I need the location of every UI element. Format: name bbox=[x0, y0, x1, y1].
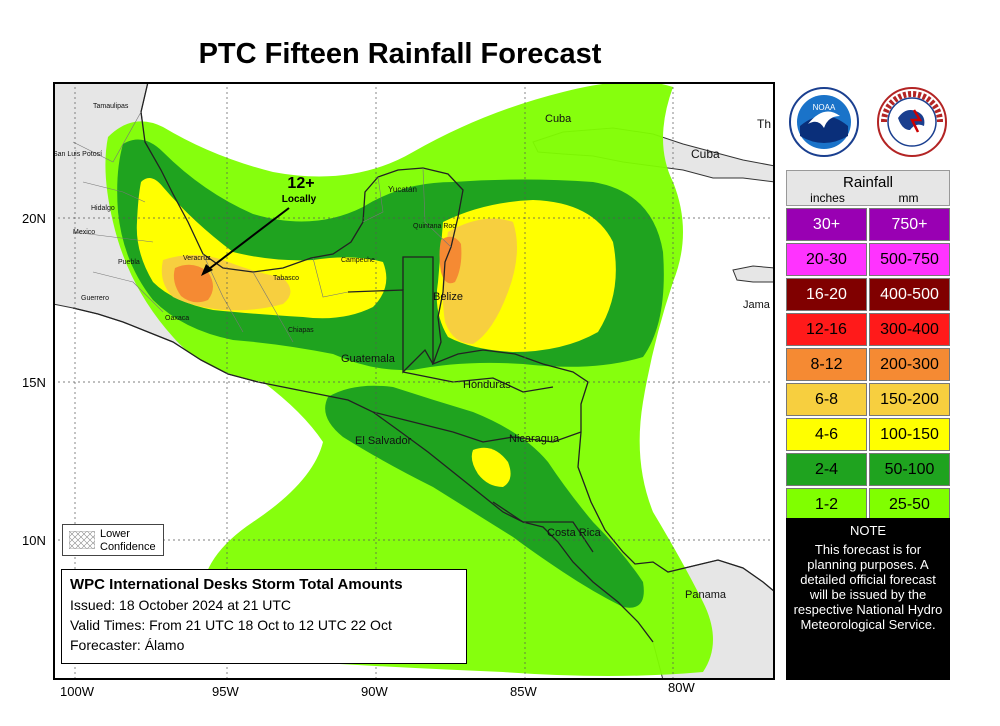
legend-header: Rainfall inches mm bbox=[786, 170, 950, 206]
legend-mm-cell: 750+ bbox=[869, 208, 950, 241]
label-puebla: Puebla bbox=[118, 259, 140, 266]
annotation-arrowhead bbox=[201, 264, 213, 276]
label-chiapas: Chiapas bbox=[288, 327, 314, 334]
legend-inches-cell: 2-4 bbox=[786, 453, 867, 486]
annotation-value: 12+ bbox=[287, 175, 314, 192]
info-valid: Valid Times: From 21 UTC 18 Oct to 12 UT… bbox=[70, 617, 392, 633]
legend-row: 8-12 200-300 bbox=[786, 348, 950, 381]
lon-label-80w: 80W bbox=[668, 680, 695, 695]
label-mexico: Mexico bbox=[73, 229, 95, 236]
label-el-salvador: El Salvador bbox=[355, 435, 412, 447]
legend-row: 30+ 750+ bbox=[786, 208, 950, 241]
label-cuba-2: Cuba bbox=[691, 147, 720, 161]
annotation-arrow bbox=[204, 207, 290, 273]
label-tamaulipas: Tamaulipas bbox=[93, 103, 129, 110]
label-panama: Panama bbox=[685, 589, 727, 601]
legend-mm-cell: 200-300 bbox=[869, 348, 950, 381]
lat-label-20n: 20N bbox=[22, 211, 46, 226]
lon-label-95w: 95W bbox=[212, 684, 239, 699]
rainfall-legend: Rainfall inches mm 30+ 750+ 20-30 500-750 16… bbox=[786, 170, 950, 521]
land-jamaica bbox=[732, 265, 775, 283]
lower-confidence-line2: Confidence bbox=[100, 541, 156, 553]
legend-mm-cell: 100-150 bbox=[869, 418, 950, 451]
legend-row: 2-4 50-100 bbox=[786, 453, 950, 486]
label-guerrero: Guerrero bbox=[81, 295, 109, 302]
annotation-sub: Locally bbox=[282, 194, 317, 205]
label-hidalgo: Hidalgo bbox=[91, 205, 115, 212]
svg-text:NOAA: NOAA bbox=[813, 103, 836, 112]
note-text: This forecast is for planning purposes. … bbox=[793, 542, 943, 632]
info-heading: WPC International Desks Storm Total Amou… bbox=[70, 576, 403, 593]
legend-row: 4-6 100-150 bbox=[786, 418, 950, 451]
legend-row: 12-16 300-400 bbox=[786, 313, 950, 346]
lon-label-100w: 100W bbox=[60, 684, 94, 699]
nws-logo bbox=[876, 86, 948, 163]
label-cuba-1: Cuba bbox=[545, 113, 572, 125]
legend-mm-cell: 25-50 bbox=[869, 488, 950, 521]
label-yucatan: Yucatán bbox=[388, 185, 417, 194]
legend-mm-cell: 150-200 bbox=[869, 383, 950, 416]
info-issued: Issued: 18 October 2024 at 21 UTC bbox=[70, 597, 292, 613]
legend-row: 16-20 400-500 bbox=[786, 278, 950, 311]
lon-label-85w: 85W bbox=[510, 684, 537, 699]
lower-confidence-line1: Lower bbox=[100, 528, 130, 540]
legend-inches-cell: 6-8 bbox=[786, 383, 867, 416]
label-honduras: Honduras bbox=[463, 379, 511, 391]
legend-row: 1-2 25-50 bbox=[786, 488, 950, 521]
legend-unit-mm: mm bbox=[898, 191, 919, 205]
label-tabasco: Tabasco bbox=[273, 275, 299, 282]
legend-inches-cell: 4-6 bbox=[786, 418, 867, 451]
lat-label-10n: 10N bbox=[22, 533, 46, 548]
noaa-logo: NOAA bbox=[788, 86, 860, 163]
label-guatemala: Guatemala bbox=[341, 353, 396, 365]
legend-mm-cell: 50-100 bbox=[869, 453, 950, 486]
graticule bbox=[53, 82, 775, 680]
legend-inches-cell: 16-20 bbox=[786, 278, 867, 311]
note-box: NOTE This forecast is for planning purpo… bbox=[786, 518, 950, 680]
label-costa-rica: Costa Rica bbox=[547, 527, 602, 539]
legend-inches-cell: 12-16 bbox=[786, 313, 867, 346]
legend-inches-cell: 1-2 bbox=[786, 488, 867, 521]
label-san-luis: San Luis Potosí bbox=[53, 151, 102, 158]
legend-mm-cell: 500-750 bbox=[869, 243, 950, 276]
legend-inches-cell: 30+ bbox=[786, 208, 867, 241]
map-title: PTC Fifteen Rainfall Forecast bbox=[198, 38, 602, 70]
label-oaxaca: Oaxaca bbox=[165, 315, 189, 322]
label-th: Th bbox=[757, 117, 771, 131]
legend-title: Rainfall bbox=[842, 174, 894, 191]
rain-4-6-nicaragua bbox=[471, 447, 511, 487]
legend-row: 20-30 500-750 bbox=[786, 243, 950, 276]
label-veracruz: Veracruz bbox=[183, 255, 211, 262]
label-quintana-roo: Quintana Roo bbox=[413, 223, 456, 230]
country-borders bbox=[72, 82, 775, 643]
lon-label-90w: 90W bbox=[361, 684, 388, 699]
hatch-swatch bbox=[69, 531, 95, 549]
legend-inches-cell: 8-12 bbox=[786, 348, 867, 381]
legend-row: 6-8 150-200 bbox=[786, 383, 950, 416]
lower-confidence-key: Lower Confidence bbox=[62, 524, 164, 556]
label-nicaragua: Nicaragua bbox=[509, 433, 560, 445]
legend-mm-cell: 400-500 bbox=[869, 278, 950, 311]
note-heading: NOTE bbox=[849, 523, 887, 538]
lat-label-15n: 15N bbox=[22, 375, 46, 390]
legend-inches-cell: 20-30 bbox=[786, 243, 867, 276]
info-box: WPC International Desks Storm Total Amou… bbox=[61, 569, 467, 664]
info-forecaster: Forecaster: Álamo bbox=[70, 637, 185, 653]
legend-mm-cell: 300-400 bbox=[869, 313, 950, 346]
label-campeche: Campeche bbox=[341, 257, 375, 264]
label-jamaica: Jama bbox=[743, 299, 771, 311]
legend-unit-inches: inches bbox=[810, 191, 845, 205]
label-belize: Belize bbox=[433, 291, 463, 303]
state-borders bbox=[72, 111, 452, 343]
